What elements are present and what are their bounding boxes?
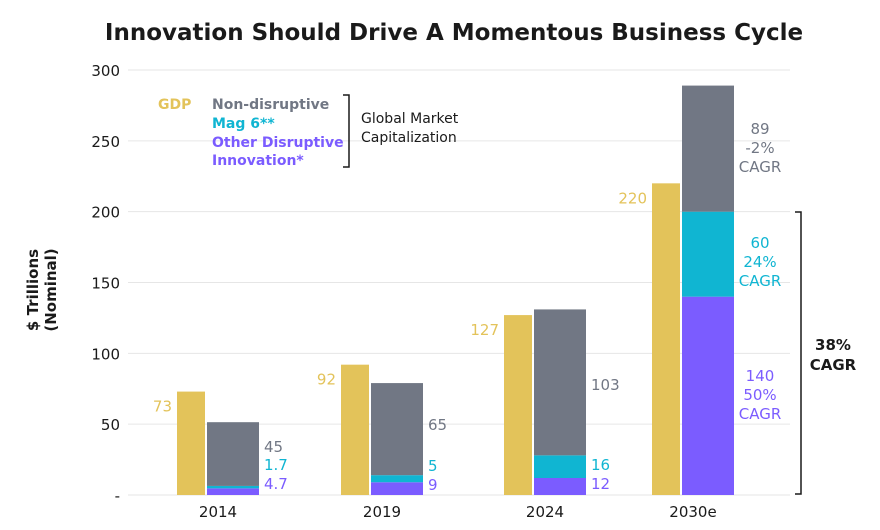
- y-axis-label-line2: (Nominal): [42, 248, 60, 331]
- label-gdp-2019: 92: [317, 371, 336, 389]
- bar-non_disruptive-2030e: [682, 85, 734, 212]
- y-tick-label: 250: [91, 133, 120, 151]
- label-non-disruptive-2019: 65: [428, 416, 447, 434]
- annotation-mag6-cagr-pct: 24%: [743, 253, 776, 271]
- total-bracket: [795, 211, 802, 495]
- bar-mag6-2014: [207, 485, 259, 489]
- legend-bracket-label-line1: Global Market: [361, 111, 459, 127]
- y-tick-label: 100: [91, 345, 120, 363]
- annotation-total-cagr-pct: 38%: [815, 336, 851, 354]
- bar-gdp-2014: [177, 391, 205, 495]
- bar-mag6-2024: [534, 455, 586, 478]
- bar-non_disruptive-2014: [207, 422, 259, 486]
- label-mag6-2024: 16: [591, 456, 610, 474]
- annotation-other-cagr-pct: 50%: [743, 386, 776, 404]
- bar-mag6-2030e: [682, 211, 734, 297]
- x-tick-label: 2030e: [669, 503, 716, 521]
- x-tick-label: 2024: [526, 503, 564, 521]
- x-axis-ticks: 2014 2019 2024 2030e: [199, 503, 717, 521]
- bar-other_disruptive-2019: [371, 482, 423, 495]
- label-mag6-2014: 1.7: [264, 456, 288, 474]
- label-non-disruptive-2024: 103: [591, 376, 620, 394]
- bar-gdp-2030e: [652, 183, 680, 496]
- x-tick-label: 2014: [199, 503, 237, 521]
- legend-other-line2: Innovation*: [212, 153, 304, 169]
- bars: [177, 85, 734, 496]
- y-tick-label: 300: [91, 62, 120, 80]
- bar-gdp-2024: [504, 315, 532, 495]
- label-non-disruptive-2014: 45: [264, 438, 283, 456]
- legend-mag6: Mag 6**: [212, 116, 275, 132]
- y-tick-label: 50: [101, 416, 120, 434]
- label-gdp-2024: 127: [470, 321, 499, 339]
- bar-gdp-2019: [341, 364, 369, 495]
- label-other-disruptive-2014: 4.7: [264, 475, 288, 493]
- annotation-other-cagr: CAGR: [739, 405, 782, 423]
- y-tick-label: 150: [91, 275, 120, 293]
- annotations-2030e: 89 -2% CAGR 60 24% CAGR 140 50% CAGR 38%…: [739, 120, 857, 495]
- y-axis-ticks: 300 250 200 150 100 50 -: [91, 62, 120, 505]
- legend-non-disruptive: Non-disruptive: [212, 97, 329, 113]
- legend-gdp: GDP: [158, 97, 191, 113]
- label-other-disruptive-2019: 9: [428, 476, 438, 494]
- chart-title: Innovation Should Drive A Momentous Busi…: [105, 20, 803, 46]
- label-other-disruptive-2024: 12: [591, 475, 610, 493]
- annotation-nondisruptive-cagr: CAGR: [739, 158, 782, 176]
- y-tick-label: 200: [91, 204, 120, 222]
- x-tick-label: 2019: [363, 503, 401, 521]
- bar-mag6-2019: [371, 475, 423, 483]
- label-gdp-2030e: 220: [618, 189, 647, 207]
- legend-bracket: [343, 94, 350, 168]
- annotation-mag6-value: 60: [750, 234, 769, 252]
- label-gdp-2014: 73: [153, 398, 172, 416]
- bar-other_disruptive-2014: [207, 488, 259, 495]
- annotation-nondisruptive-cagr-pct: -2%: [745, 139, 774, 157]
- y-tick-label: -: [115, 487, 120, 505]
- bar-non_disruptive-2019: [371, 383, 423, 476]
- legend-bracket-label-line2: Capitalization: [361, 130, 457, 146]
- bar-other_disruptive-2030e: [682, 296, 734, 495]
- legend-other-line1: Other Disruptive: [212, 135, 344, 151]
- bar-other_disruptive-2024: [534, 478, 586, 495]
- annotation-total-cagr: CAGR: [810, 356, 857, 374]
- bar-non_disruptive-2024: [534, 309, 586, 456]
- legend: GDP Non-disruptive Mag 6** Other Disrupt…: [158, 94, 459, 169]
- annotation-mag6-cagr: CAGR: [739, 272, 782, 290]
- label-mag6-2019: 5: [428, 457, 438, 475]
- annotation-nondisruptive-value: 89: [750, 120, 769, 138]
- y-axis-label-line1: $ Trillions: [24, 249, 42, 331]
- annotation-other-value: 140: [746, 367, 775, 385]
